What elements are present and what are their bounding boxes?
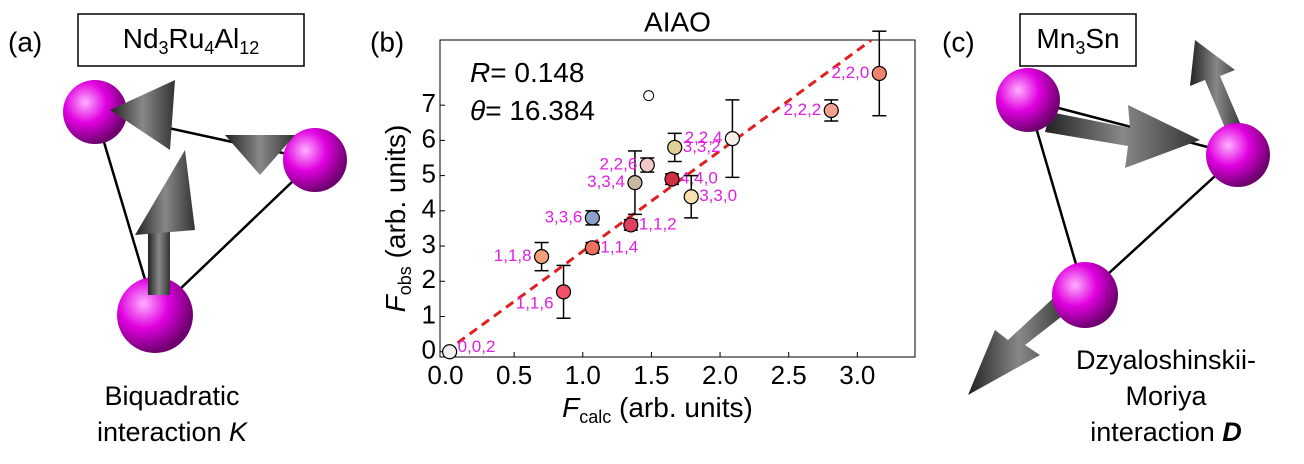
point-label: 2,2,4 — [685, 128, 723, 147]
x-tick-label: 1.0 — [565, 360, 601, 390]
y-tick-label: 0 — [422, 335, 436, 365]
y-tick-label: 3 — [422, 229, 436, 259]
chart-title: AIAO — [644, 6, 711, 37]
cone — [110, 80, 175, 150]
panel-label: (a) — [8, 26, 42, 57]
cone-stem — [148, 225, 170, 295]
point — [667, 139, 683, 156]
arrow — [1045, 105, 1200, 168]
fit-line — [444, 39, 872, 353]
cone — [135, 150, 195, 235]
y-axis-label: Fobs (arb. units) — [380, 125, 414, 313]
panel-label: (c) — [942, 26, 975, 57]
point-label: 3,3,0 — [699, 186, 737, 205]
compound: Mn3Sn — [1036, 23, 1119, 57]
compound-box — [1019, 13, 1137, 67]
point — [683, 189, 699, 205]
x-axis-label: Fcalc (arb. units) — [562, 392, 753, 426]
x-tick-label: 2.0 — [702, 360, 738, 390]
sphere — [1206, 123, 1270, 187]
y-tick-label: 4 — [422, 194, 436, 224]
point-label: 3,3,2 — [683, 137, 721, 156]
point — [584, 210, 600, 226]
point — [442, 344, 458, 360]
x-tick-label: 3.0 — [839, 360, 875, 390]
sphere — [283, 128, 347, 192]
compound: Nd3Ru4Al12 — [123, 23, 260, 57]
point — [584, 240, 600, 256]
sphere — [117, 277, 193, 353]
point — [555, 284, 572, 300]
point-label: 3,3,6 — [545, 207, 583, 226]
point — [823, 102, 839, 119]
point-label: 1,1,8 — [494, 246, 532, 265]
arrow — [968, 290, 1070, 395]
sphere — [996, 68, 1060, 132]
x-tick-label: 0.5 — [496, 360, 532, 390]
y-tick-label: 6 — [422, 123, 436, 153]
caption: interaction D — [1090, 417, 1242, 447]
y-tick-label: 5 — [422, 158, 436, 188]
annotation: θ= 16.384 — [470, 95, 595, 126]
point — [623, 217, 639, 233]
plot-frame — [439, 39, 916, 358]
x-tick-label: 2.5 — [771, 360, 807, 390]
y-tick-label: 1 — [422, 299, 436, 329]
cone — [225, 135, 295, 175]
point — [724, 131, 741, 147]
sphere — [1052, 262, 1118, 328]
point-label: 0,0,2 — [458, 337, 496, 356]
point-label: 2,2,6 — [599, 155, 637, 174]
sphere — [63, 80, 127, 144]
hollow-point — [643, 90, 655, 102]
point-label: 2,2,0 — [831, 63, 869, 82]
y-tick-label: 7 — [422, 88, 436, 118]
x-tick-label: 1.5 — [633, 360, 669, 390]
y-tick-label: 2 — [422, 264, 436, 294]
caption: interaction K — [97, 417, 248, 447]
compound-box — [77, 13, 305, 67]
point-label: 1,1,2 — [639, 214, 677, 233]
point-label: 4,4,0 — [680, 169, 718, 188]
arrow — [1190, 40, 1243, 135]
annotation: R= 0.148 — [470, 57, 584, 88]
point — [871, 65, 887, 82]
panel-label: (b) — [370, 26, 404, 57]
point — [627, 175, 643, 191]
point — [639, 157, 655, 173]
x-tick-label: 0.0 — [427, 360, 463, 390]
caption: Dzyaloshinskii- — [1076, 345, 1256, 375]
point-label: 1,1,4 — [600, 237, 638, 256]
point — [533, 249, 550, 265]
point — [664, 171, 680, 187]
point-label: 3,3,4 — [587, 172, 625, 191]
point-label: 1,1,6 — [516, 293, 554, 312]
point-label: 2,2,2 — [783, 100, 821, 119]
caption: Moriya — [1125, 381, 1207, 411]
chart: AIAO 0.0 0.5 1.0 1.5 2.0 2.5 3.0 0 1 2 3 4 5 6 7 Fcalc (… — [380, 6, 916, 427]
caption: Biquadratic — [104, 381, 239, 411]
